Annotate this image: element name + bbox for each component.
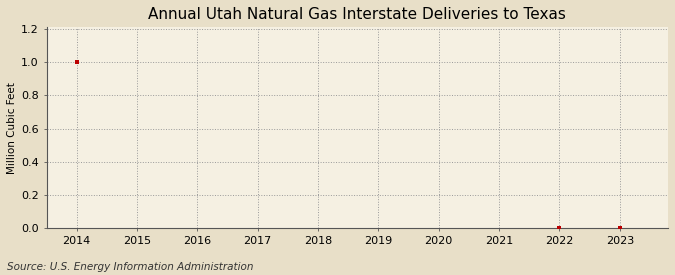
Y-axis label: Million Cubic Feet: Million Cubic Feet [7, 82, 17, 174]
Text: Source: U.S. Energy Information Administration: Source: U.S. Energy Information Administ… [7, 262, 253, 272]
Title: Annual Utah Natural Gas Interstate Deliveries to Texas: Annual Utah Natural Gas Interstate Deliv… [148, 7, 566, 22]
